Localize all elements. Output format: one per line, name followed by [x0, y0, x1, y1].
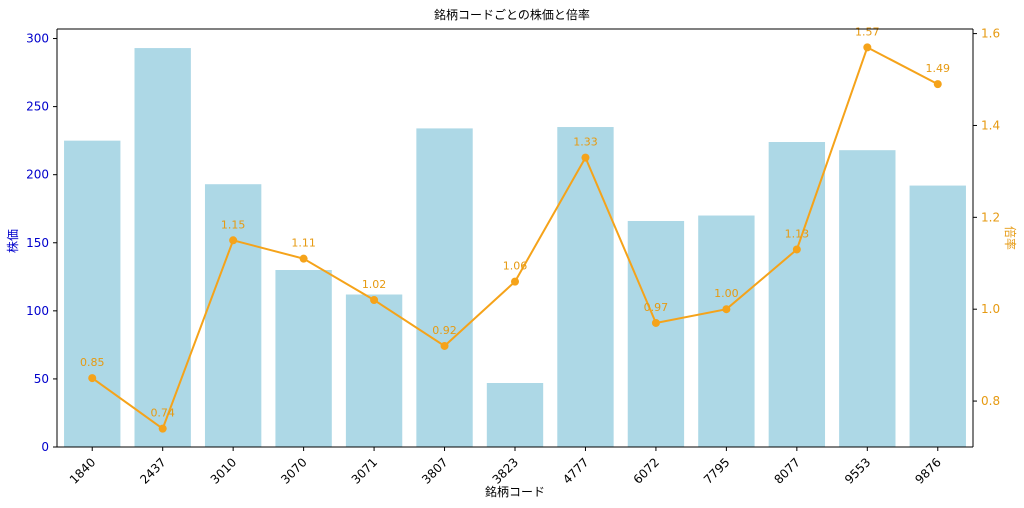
bar-1840	[64, 140, 121, 448]
x-tick-label: 7795	[701, 455, 732, 486]
bar-3807	[416, 128, 473, 447]
ratio-label-7795: 1.00	[714, 287, 739, 300]
y-left-tick-label: 300	[26, 32, 49, 46]
ratio-point-1840	[88, 374, 97, 383]
ratio-label-8077: 1.13	[785, 227, 810, 240]
x-tick-label: 9876	[912, 455, 943, 486]
y-left-tick-label: 250	[26, 100, 49, 114]
y-right-tick-label: 0.8	[981, 394, 1000, 408]
y-left-tick-label: 0	[41, 440, 49, 454]
ratio-point-8077	[792, 245, 801, 254]
bar-4777	[557, 127, 614, 448]
x-tick-label: 4777	[560, 455, 591, 486]
ratio-point-9553	[863, 43, 872, 52]
ratio-label-3823: 1.06	[503, 260, 528, 273]
ratio-point-3070	[299, 254, 308, 263]
line-layer: 0.85 0.74 1.15 1.11 1.02 0.92 1.06 1.33 0.97 1.00…	[80, 25, 951, 433]
y-left-tick-label: 200	[26, 168, 49, 182]
ratio-label-4777: 1.33	[573, 136, 598, 149]
x-tick-label: 6072	[631, 455, 662, 486]
ratio-label-9876: 1.49	[926, 62, 951, 75]
bar-3823	[486, 383, 544, 447]
ratio-label-2437: 0.74	[150, 407, 175, 420]
bar-8077	[768, 142, 826, 447]
ratio-point-3010	[229, 236, 238, 245]
bar-9553	[839, 150, 896, 448]
ratio-label-1840: 0.85	[80, 356, 105, 369]
ratio-point-3823	[511, 277, 519, 286]
bar-2437	[134, 48, 191, 447]
y-right-tick-label: 1.0	[981, 302, 1000, 316]
ratio-label-3010: 1.15	[221, 218, 246, 231]
x-tick-label: 2437	[137, 455, 168, 486]
bar-3010	[204, 184, 262, 447]
chart-title: 銘柄コードごとの株価と倍率	[434, 7, 590, 22]
x-axis-title: 銘柄コード	[485, 484, 545, 499]
ratio-point-2437	[158, 424, 167, 433]
bar-6072	[627, 220, 685, 447]
y-right-tick-label: 1.6	[981, 27, 1000, 41]
ratio-label-3070: 1.11	[291, 237, 316, 250]
y-right-tick-label: 1.2	[981, 210, 1000, 224]
y-axis-left-title: 株価	[5, 229, 20, 253]
ratio-point-9876	[933, 80, 942, 89]
bar-3071	[345, 294, 403, 447]
y-right-tick-label: 1.4	[981, 118, 1000, 132]
x-tick-label: 3071	[349, 455, 380, 486]
bars-layer	[64, 48, 966, 448]
ratio-label-6072: 0.97	[644, 301, 669, 314]
y-left-tick-label: 150	[26, 236, 49, 250]
x-tick-label: 3010	[208, 455, 239, 486]
x-tick-label: 3823	[490, 455, 521, 486]
bar-9876	[909, 185, 966, 447]
ratio-point-3807	[440, 341, 449, 350]
x-tick-label: 3807	[419, 455, 450, 486]
ratio-point-4777	[581, 153, 590, 162]
y-left-tick-label: 100	[26, 304, 49, 318]
x-tick-label: 3070	[278, 455, 309, 486]
bar-7795	[698, 215, 755, 447]
x-tick-label: 9553	[842, 455, 873, 486]
ratio-point-3071	[370, 296, 379, 305]
x-tick-label: 8077	[771, 455, 802, 486]
y-left-tick-label: 50	[34, 372, 49, 386]
ratio-label-3071: 1.02	[362, 278, 387, 291]
ratio-point-7795	[722, 305, 731, 314]
ratio-label-9553: 1.57	[855, 25, 880, 38]
x-tick-label: 1840	[67, 455, 98, 486]
y-axis-right-title: 倍率	[1003, 226, 1018, 250]
bar-3070	[275, 269, 332, 447]
ratio-label-3807: 0.92	[432, 324, 457, 337]
ratio-point-6072	[651, 318, 660, 327]
